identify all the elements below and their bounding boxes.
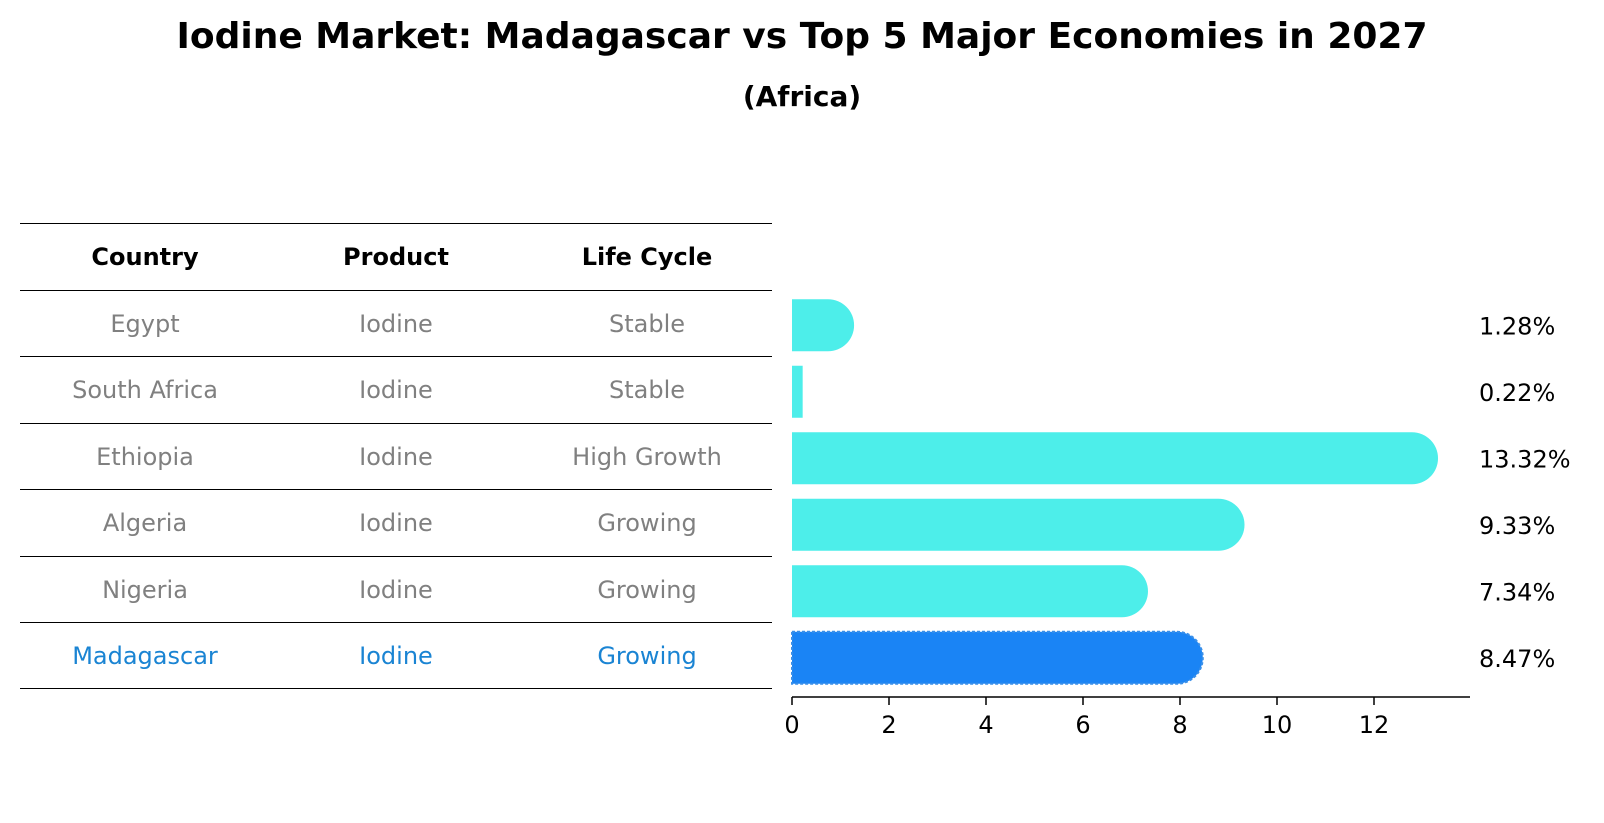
life-cycle-cell: Growing — [597, 642, 697, 670]
life-cycle-cell: Growing — [597, 509, 697, 537]
product-cell: Iodine — [359, 575, 433, 604]
value-label: 1.28% — [1479, 312, 1555, 340]
header-product: Product — [343, 243, 449, 271]
bar-nigeria — [792, 565, 1148, 618]
value-label: 8.47% — [1479, 645, 1555, 673]
table-row: Algeria Iodine Growing — [20, 489, 772, 556]
bar-ethiopia — [792, 432, 1439, 485]
x-tick-label: 4 — [978, 711, 993, 739]
product-cell: Iodine — [359, 509, 433, 537]
country-cell: Algeria — [102, 509, 188, 537]
country-cell: Nigeria — [102, 575, 188, 604]
x-tick-label: 2 — [881, 711, 896, 739]
table-row: Egypt Iodine Stable — [20, 289, 772, 357]
bar-south-africa — [792, 365, 803, 418]
data-table: Country Product Life Cycle Egypt Iodine … — [20, 223, 772, 689]
value-label: 0.22% — [1479, 379, 1555, 407]
life-cycle-cell: Growing — [597, 575, 697, 604]
life-cycle-cell: Stable — [608, 376, 686, 404]
table-header-row: Country Product Life Cycle — [20, 223, 772, 290]
x-tick-label: 10 — [1262, 711, 1293, 739]
country-cell: South Africa — [72, 376, 218, 404]
value-label: 9.33% — [1479, 512, 1555, 540]
bar-algeria — [792, 498, 1245, 551]
x-tick-label: 8 — [1172, 711, 1187, 739]
table-row-highlight: Madagascar Iodine Growing — [20, 622, 772, 689]
life-cycle-cell: Stable — [608, 309, 686, 338]
product-cell: Iodine — [359, 642, 433, 670]
value-label: 13.32% — [1479, 445, 1571, 473]
table-row: Ethiopia Iodine High Growth — [20, 422, 772, 490]
x-tick-label: 0 — [784, 711, 799, 739]
table-row: Nigeria Iodine Growing — [20, 555, 772, 623]
chart-title: Iodine Market: Madagascar vs Top 5 Major… — [176, 16, 1428, 57]
chart-subtitle: (Africa) — [742, 80, 862, 113]
table-row: South Africa Iodine Stable — [20, 356, 772, 423]
country-cell: Madagascar — [72, 642, 218, 670]
bar-egypt — [792, 299, 855, 352]
country-cell: Ethiopia — [96, 442, 194, 471]
life-cycle-cell: High Growth — [572, 442, 722, 471]
x-tick-label: 12 — [1359, 711, 1390, 739]
product-cell: Iodine — [359, 442, 433, 471]
bar-madagascar — [791, 630, 1204, 685]
value-label: 7.34% — [1479, 578, 1555, 606]
product-cell: Iodine — [359, 309, 433, 338]
product-cell: Iodine — [359, 376, 433, 404]
header-life-cycle: Life Cycle — [581, 243, 713, 271]
x-tick-label: 6 — [1075, 711, 1090, 739]
country-cell: Egypt — [110, 309, 180, 338]
header-country: Country — [91, 243, 199, 271]
